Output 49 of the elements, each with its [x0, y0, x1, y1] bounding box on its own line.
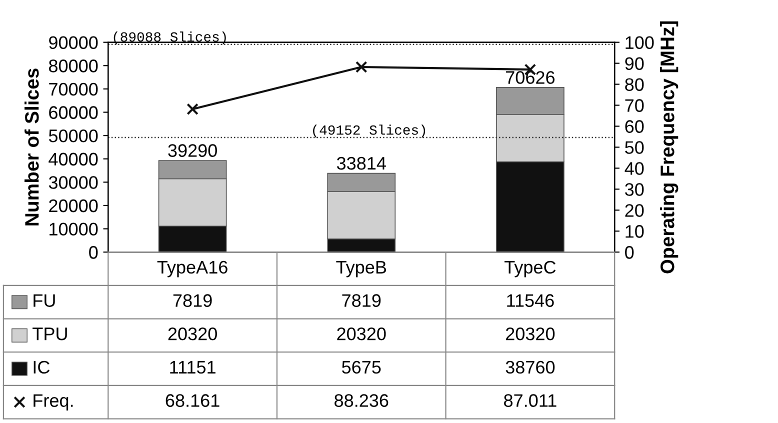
y-tick-label: 20000 [49, 199, 98, 212]
y2-tick-label: 70 [625, 99, 644, 112]
y2-tick-label: 90 [625, 57, 644, 70]
data-label: 38760 [506, 360, 555, 374]
data-label: 68.161 [166, 394, 220, 407]
data-label: 20320 [337, 328, 386, 340]
y-tick-label: 90000 [49, 36, 98, 50]
data-label: 7819 [173, 294, 212, 307]
legend-label: TPU [32, 328, 67, 340]
y2-tick-label: 50 [625, 141, 644, 154]
y-tick-label: 60000 [49, 106, 98, 119]
data-label: 87.011 [504, 394, 556, 407]
y-tick-label: 10000 [50, 222, 98, 236]
ref-line-label: (49152 Slices) [313, 124, 426, 138]
legend-label: IC [34, 360, 50, 374]
y-tick-label: 40000 [48, 152, 98, 166]
data-label: 20320 [506, 328, 555, 340]
x-tick-label: TypeC [504, 260, 556, 278]
y-axis-title: Number of Slices [24, 68, 39, 226]
data-label: 88.236 [334, 394, 388, 407]
y2-tick-label: 0 [625, 246, 634, 259]
y2-tick-label: 60 [625, 120, 644, 133]
y2-tick-label: 30 [625, 183, 644, 196]
y2-tick-label: 100 [626, 36, 654, 50]
y2-tick-label: 20 [625, 204, 644, 217]
y-tick-label: 80000 [49, 60, 98, 72]
data-label: 11151 [170, 361, 216, 374]
data-label: 11546 [507, 294, 554, 307]
y-tick-label: 70000 [49, 82, 98, 96]
y-tick-label: 0 [89, 246, 98, 259]
y2-axis-title: Operating Frequency [MHz] [660, 21, 678, 274]
x-tick-label: TypeA16 [157, 260, 228, 278]
data-label: 20320 [168, 328, 217, 340]
data-label: 7819 [342, 294, 381, 307]
total-label: 39290 [168, 144, 217, 157]
legend-label: FU [34, 294, 55, 307]
point [186, 103, 198, 116]
total-label: 33814 [336, 156, 386, 170]
x-tick-label: TypeB [336, 261, 386, 278]
legend-label: Freq. [34, 394, 73, 411]
y-tick-label: 50000 [48, 129, 98, 142]
data-label: 5675 [342, 360, 381, 374]
y2-tick-label: 80 [625, 78, 644, 91]
y-tick-label: 30000 [48, 176, 98, 189]
y2-tick-label: 10 [626, 225, 644, 238]
ref-line-label: (89088 Slices) [114, 31, 226, 44]
point [355, 61, 368, 73]
y2-tick-label: 40 [624, 162, 644, 175]
total-label: 70626 [506, 71, 555, 84]
